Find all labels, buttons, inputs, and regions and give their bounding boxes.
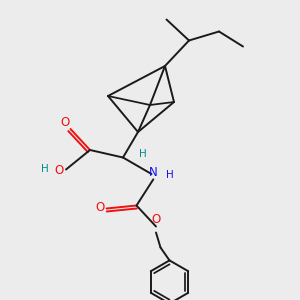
Text: O: O (61, 116, 70, 130)
Text: N: N (149, 166, 158, 179)
Text: O: O (152, 213, 160, 226)
Text: H: H (139, 149, 146, 159)
Text: O: O (55, 164, 64, 178)
Text: O: O (95, 201, 104, 214)
Text: H: H (40, 164, 48, 174)
Text: H: H (166, 170, 173, 181)
